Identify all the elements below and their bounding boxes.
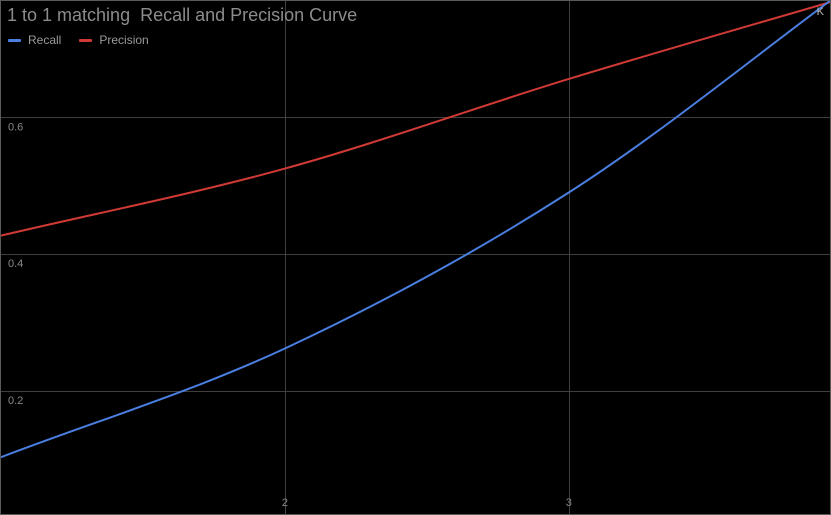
chart-title: 1 to 1 matching Recall and Precision Cur… [7, 5, 358, 25]
y-tick-label: 0.2 [8, 395, 23, 407]
series-layer [1, 1, 830, 459]
x-tick-label: 2 [282, 497, 288, 509]
y-tick-label: 0.6 [8, 121, 23, 133]
legend-swatch-precision [79, 38, 93, 42]
tick-layer: 0.2 0.4 0.6 2 3 [8, 121, 572, 509]
legend-label-recall: Recall [28, 33, 62, 47]
series-line-precision [1, 1, 830, 237]
legend-swatch-recall [8, 38, 21, 42]
x-tick-label: 3 [566, 497, 572, 509]
legend: Recall Precision [8, 33, 167, 47]
series-line-recall [1, 1, 830, 459]
x-axis-title: K [816, 6, 824, 18]
legend-label-precision: Precision [99, 33, 149, 47]
legend-item-precision[interactable]: Precision [79, 33, 149, 47]
legend-item-recall[interactable]: Recall [8, 33, 61, 47]
y-tick-label: 0.4 [8, 258, 23, 270]
